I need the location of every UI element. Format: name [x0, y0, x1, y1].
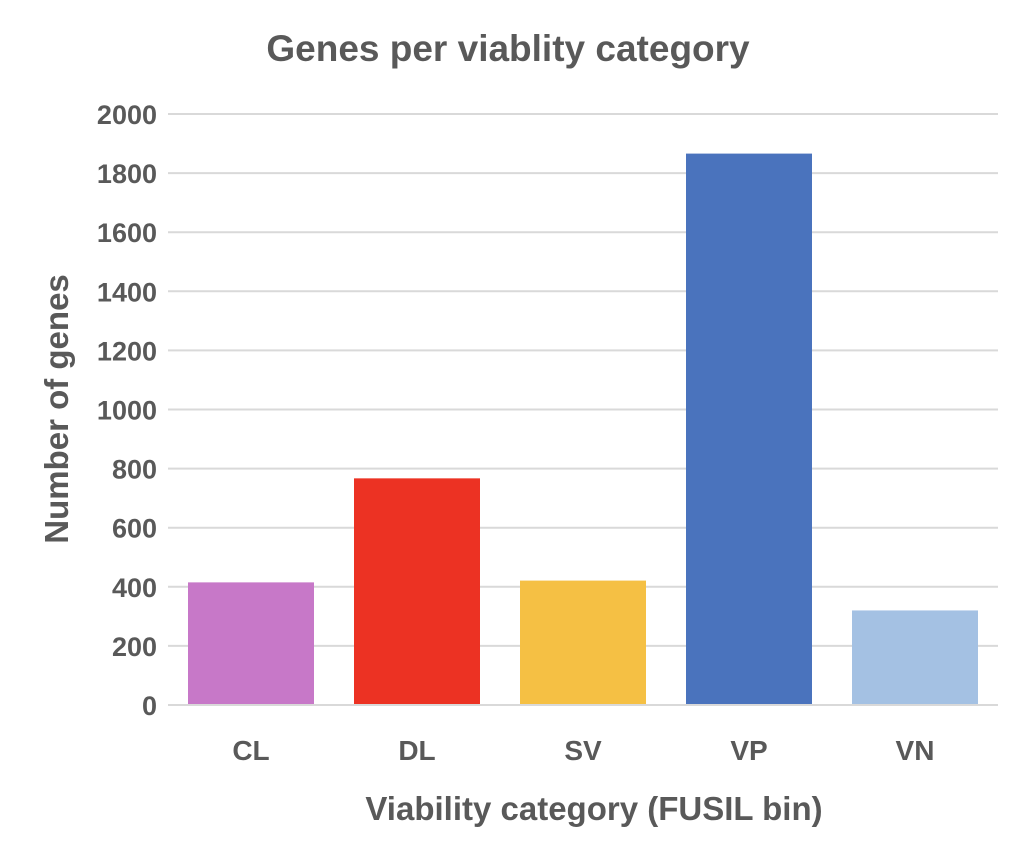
- y-tick-label: 1600: [97, 218, 157, 248]
- bar-vn: [852, 610, 978, 705]
- y-tick-label: 1000: [97, 396, 157, 426]
- y-tick-label: 1400: [97, 277, 157, 307]
- y-tick-label: 200: [112, 632, 157, 662]
- x-category-label: DL: [398, 735, 435, 766]
- y-tick-label: 0: [142, 691, 157, 721]
- y-tick-label: 2000: [97, 100, 157, 130]
- gridlines: [168, 113, 998, 647]
- bar-dl: [354, 478, 480, 705]
- y-tick-label: 1200: [97, 336, 157, 366]
- y-axis-title: Number of genes: [38, 274, 75, 544]
- x-category-label: VN: [896, 735, 935, 766]
- y-tick-label: 400: [112, 573, 157, 603]
- bar-sv: [520, 580, 646, 705]
- chart-title: Genes per viablity category: [266, 28, 750, 69]
- y-tick-label: 1800: [97, 159, 157, 189]
- bar-vp: [686, 153, 812, 706]
- x-category-label: VP: [730, 735, 767, 766]
- y-tick-label: 800: [112, 455, 157, 485]
- x-category-label: SV: [564, 735, 602, 766]
- x-axis-title: Viability category (FUSIL bin): [365, 790, 822, 827]
- y-axis-ticks: 0 200 400 600 800 1000 1200 1400 1600 1800 2000: [97, 100, 157, 721]
- y-tick-label: 600: [112, 514, 157, 544]
- x-axis-categories: CL DL SV VP VN: [232, 735, 934, 766]
- bars: [188, 153, 978, 706]
- x-category-label: CL: [232, 735, 269, 766]
- bar-cl: [188, 582, 314, 705]
